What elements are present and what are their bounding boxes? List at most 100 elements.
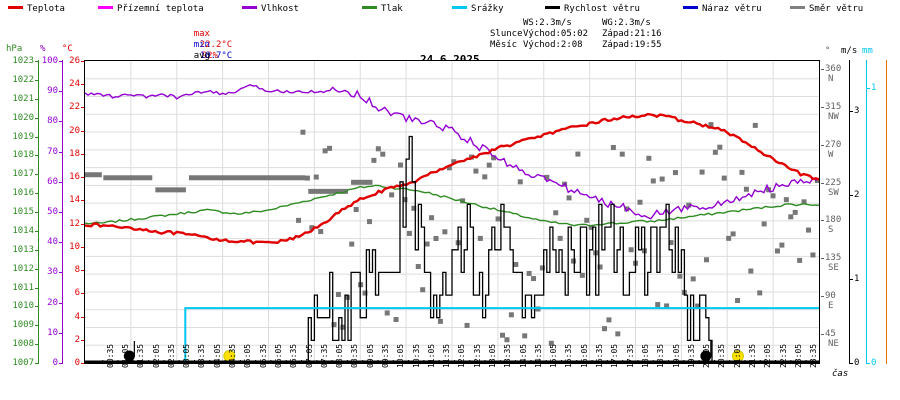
axis-tickmark-pressure <box>35 269 38 270</box>
x-axis-tick-label: 06:35 <box>289 343 299 368</box>
moon-marker-icon <box>123 350 135 362</box>
sun-label: Slunce <box>490 29 523 39</box>
stat-max-temp: 22.2°C <box>199 40 233 50</box>
x-axis-tick-label: 17:05 <box>610 343 620 368</box>
axis-tick-temperature: 4 <box>74 311 80 322</box>
axis-tick-temperature: 0 <box>74 358 80 368</box>
legend-swatch-icon <box>545 6 560 9</box>
x-axis-tick-label: 01:05 <box>121 343 131 368</box>
axis-tick-windspeed: 2 <box>854 190 860 201</box>
x-axis-tick-label: 08:35 <box>350 343 360 368</box>
axis-tickmark-direction <box>821 258 824 259</box>
axis-tick-direction-compass: NE <box>828 338 839 349</box>
sun-rise: Východ:05:02 <box>523 29 589 39</box>
axis-tick-temperature: 12 <box>69 218 80 229</box>
axis-tick-temperature: 6 <box>74 288 80 299</box>
axis-tickmark-rain <box>867 363 870 364</box>
series-temperature <box>85 112 819 245</box>
x-axis-tick-label: 19:35 <box>686 343 696 368</box>
axis-tick-direction-compass: N <box>828 74 834 85</box>
axis-tick-humidity: 80 <box>47 116 58 127</box>
axis-tickmark-windspeed <box>850 195 853 196</box>
axis-tick-humidity: 20 <box>47 297 58 308</box>
axis-tickmark-pressure <box>35 250 38 251</box>
x-axis-tick-label: 06:05 <box>273 343 283 368</box>
axis-tickmark-temperature <box>81 247 84 248</box>
axis-tick-humidity: 10 <box>47 327 58 338</box>
axis-tick-direction: 45 <box>825 328 836 339</box>
axis-tickmark-humidity <box>59 363 62 364</box>
series-precipitation <box>85 307 819 363</box>
axis-tick-pressure: 1007 <box>12 358 34 368</box>
axis-tickmark-humidity <box>59 333 62 334</box>
stat-max-humidity: 92% <box>201 51 218 61</box>
x-axis-tick-label: 18:05 <box>640 343 650 368</box>
axis-tick-pressure: 1014 <box>12 225 34 236</box>
x-axis-tick-label: 01:35 <box>136 343 146 368</box>
legend-item-sm-r-v-tru: Směr větru <box>790 2 863 16</box>
axis-tick-windspeed: 1 <box>854 274 860 285</box>
axis-tickmark-humidity <box>59 152 62 153</box>
axis-tick-humidity: 30 <box>47 267 58 278</box>
axis-tickmark-pressure <box>35 137 38 138</box>
axis-tick-rain: 1 <box>871 83 877 94</box>
axis-tick-direction-compass: E <box>828 300 834 311</box>
axis-tick-pressure: 1023 <box>12 56 34 66</box>
legend-swatch-icon <box>452 6 467 9</box>
axis-tick-pressure: 1010 <box>12 301 34 312</box>
axis-tickmark-windspeed <box>850 363 853 364</box>
x-axis-tick-label: 11:05 <box>426 343 436 368</box>
axis-tickmark-temperature <box>81 131 84 132</box>
x-axis-tick-label: 21:05 <box>732 343 742 368</box>
x-axis-tick-label: 03:05 <box>182 343 192 368</box>
series-pressure <box>85 184 819 227</box>
x-axis-tick-label: 19:05 <box>671 343 681 368</box>
axis-tickmark-pressure <box>35 80 38 81</box>
axis-tick-direction: 315 <box>825 102 842 113</box>
x-axis-tick-label: 10:05 <box>396 343 406 368</box>
x-axis-tick-label: 04:05 <box>212 343 222 368</box>
axis-tick-temperature: 26 <box>69 56 80 66</box>
x-axis-tick-label: 00:35 <box>105 343 115 368</box>
axis-tick-windspeed: 0 <box>854 358 860 368</box>
axis-title-temperature: °C <box>62 44 73 54</box>
axis-tick-pressure: 1018 <box>12 150 34 161</box>
axis-tickmark-humidity <box>59 242 62 243</box>
axis-tickmark-humidity <box>59 212 62 213</box>
axis-tickmark-direction <box>821 145 824 146</box>
axis-tick-pressure: 1012 <box>12 263 34 274</box>
axis-tick-direction: 180 <box>825 215 842 226</box>
moon-marker-icon <box>700 350 712 362</box>
x-axis-tick-label: 12:05 <box>457 343 467 368</box>
x-axis-tick-label: 23:05 <box>793 343 803 368</box>
axis-tick-direction-compass: W <box>828 149 834 160</box>
x-axis-tick-label: 15:05 <box>549 343 559 368</box>
axis-line-windspeed <box>849 60 850 364</box>
axis-tick-temperature: 24 <box>69 79 80 90</box>
x-axis-tick-label: 21:35 <box>747 343 757 368</box>
axis-tickmark-pressure <box>35 193 38 194</box>
axis-line-humidity <box>62 60 63 364</box>
axis-title-direction: ° <box>825 46 831 56</box>
legend-label: Přízemní teplota <box>117 4 204 14</box>
moon-label: Měsíc <box>490 40 518 50</box>
axis-tick-pressure: 1021 <box>12 93 34 104</box>
axis-tickmark-humidity <box>59 272 62 273</box>
axis-tickmark-windspeed <box>850 279 853 280</box>
x-axis-tick-label: 15:35 <box>564 343 574 368</box>
x-axis-tick-label: 13:35 <box>503 343 513 368</box>
axis-tickmark-rain <box>867 88 870 89</box>
axis-tick-pressure: 1011 <box>12 282 34 293</box>
legend-item-p-zemn-teplota: Přízemní teplota <box>98 2 204 16</box>
axis-tick-pressure: 1009 <box>12 320 34 331</box>
axis-tickmark-direction <box>821 334 824 335</box>
axis-tick-direction-compass: SE <box>828 263 839 274</box>
x-axis-tick-label: 20:05 <box>702 343 712 368</box>
axis-tick-temperature: 2 <box>74 334 80 345</box>
axis-title-windspeed: m/s <box>841 46 858 56</box>
axis-tickmark-pressure <box>35 363 38 364</box>
series-humidity <box>85 84 819 220</box>
legend-label: Tlak <box>381 4 403 14</box>
x-axis-tick-label: 09:35 <box>380 343 390 368</box>
axis-tickmark-pressure <box>35 212 38 213</box>
